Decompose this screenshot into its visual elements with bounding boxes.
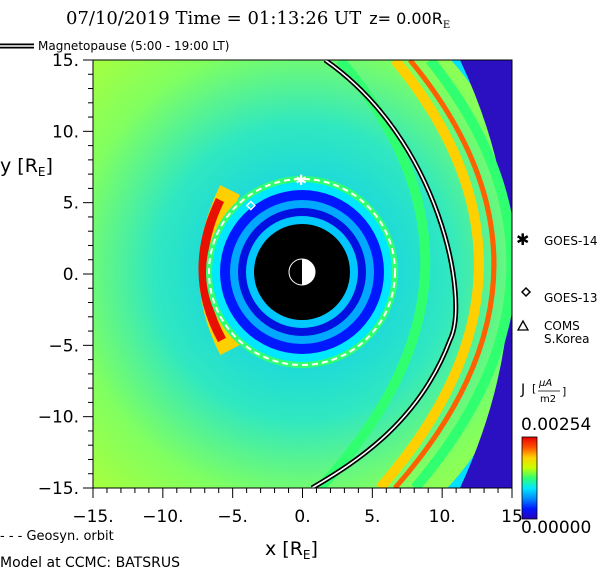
legend-coms-2: S.Korea: [544, 332, 589, 346]
ring-red-left: [198, 198, 226, 343]
goes14-marker: ✱: [295, 173, 307, 189]
y-tick-label: −5.: [49, 336, 79, 356]
colorbar-gradient: [521, 436, 538, 520]
magnetopause-legend: Magnetopause (5:00 - 19:00 LT): [0, 39, 229, 53]
geosync-orbit: [208, 178, 396, 366]
magnetopause-legend-label: Magnetopause (5:00 - 19:00 LT): [38, 39, 229, 53]
y-tick-label: −10.: [38, 408, 79, 428]
x-axis-label: x [RE]: [265, 538, 318, 562]
legend-coms-1: COMS: [544, 319, 580, 333]
colorbar-label: J: [520, 382, 525, 398]
colorbar-max: 0.00254: [521, 415, 591, 435]
x-tick-label: 0.: [294, 507, 310, 527]
legend-goes13: GOES-13: [544, 291, 598, 305]
earth-night-side: [289, 259, 302, 285]
asterisk-icon: ✱: [516, 230, 529, 249]
y-axis-label: y [RE]: [0, 155, 53, 179]
diamond-icon: [520, 286, 532, 298]
colorbar: J [ μA m2 ] 0.00254 0.00000: [520, 378, 591, 538]
band-green: [316, 60, 431, 488]
legend-goes14: GOES-14: [544, 234, 598, 248]
y-tick-label: 10.: [52, 122, 79, 142]
triangle-icon: [516, 319, 530, 331]
solar-wind-region: [460, 60, 512, 488]
model-credit: Model at CCMC: BATSRUS: [0, 555, 180, 571]
svg-text:]: ]: [562, 385, 566, 398]
y-tick-label: 5.: [63, 194, 79, 214]
x-tick-label: −15.: [72, 507, 113, 527]
y-tick-label: 0.: [63, 265, 79, 285]
colorbar-min: 0.00000: [521, 518, 591, 538]
x-tick-label: 5.: [364, 507, 380, 527]
band-green-outer: [411, 60, 512, 488]
x-tick-label: −5.: [217, 507, 247, 527]
geosync-legend: - - - Geosyn. orbit: [0, 529, 114, 544]
y-tick-label: 15.: [52, 51, 79, 71]
colorbar-unit-num: μA: [538, 378, 552, 389]
y-tick-label: −15.: [38, 479, 79, 499]
goes13-marker: [245, 200, 256, 211]
satellite-legend: ✱ GOES-14 GOES-13 COMS S.Korea: [516, 230, 598, 346]
x-tick-label: 10.: [429, 507, 456, 527]
band-orange: [393, 60, 497, 488]
svg-text:[: [: [532, 382, 536, 395]
satellite-markers: ✱: [245, 173, 307, 211]
colorbar-unit-den: m2: [540, 394, 556, 405]
axes: −15. −10. −5. 0. 5. 10. 15 15. 10. 5. 0. −5. −10. −15…: [38, 51, 523, 527]
chart-title: 07/10/2019 Time = 01:13:26 UT z= 0.00RE: [66, 8, 450, 31]
x-tick-label: 15: [501, 507, 523, 527]
band-yellow: [376, 60, 484, 488]
x-tick-label: −10.: [142, 507, 183, 527]
